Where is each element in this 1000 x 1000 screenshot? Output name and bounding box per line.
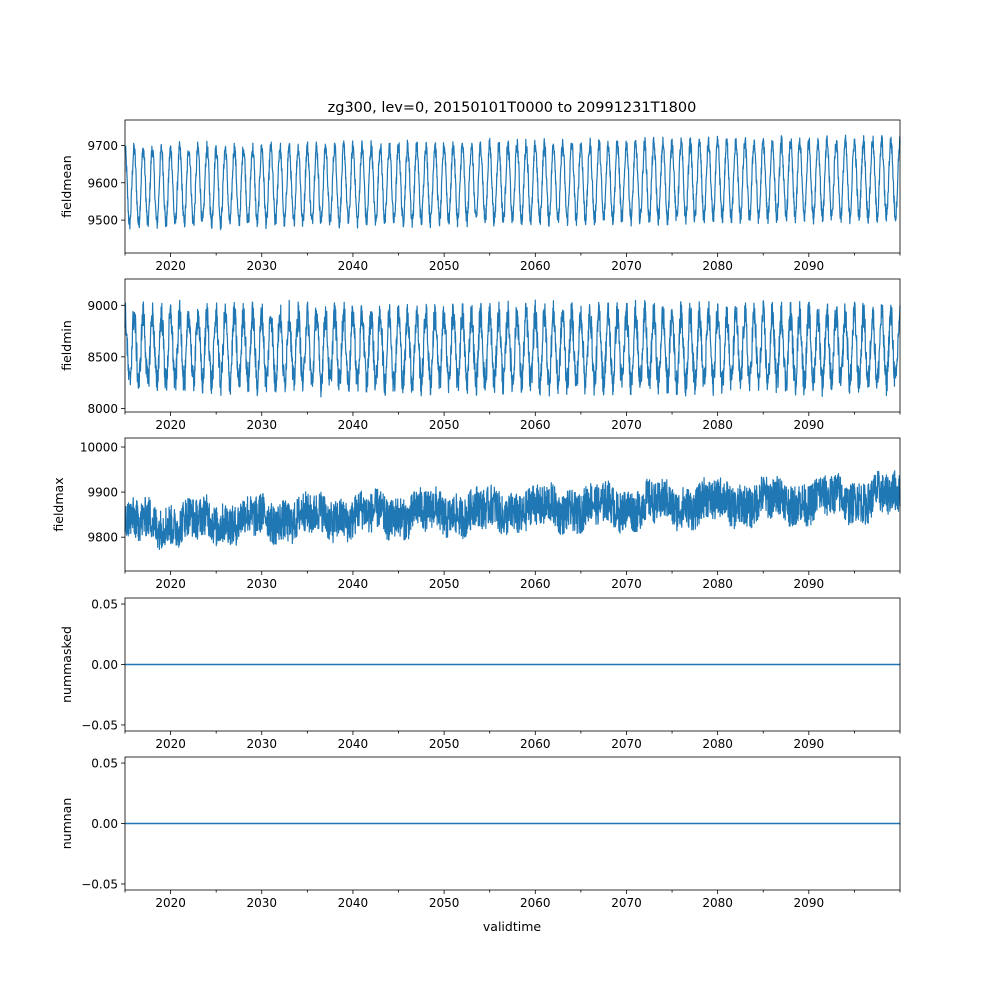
x-tick-label: 2040 <box>338 418 369 432</box>
x-tick-label: 2050 <box>429 418 460 432</box>
x-tick-label: 2080 <box>702 577 733 591</box>
axes-frame <box>124 437 901 572</box>
x-tick-label: 2020 <box>155 737 186 751</box>
panel-nummasked: nummasked −0.05 0.00 0.05 2020 2030 2040 2050 20… <box>59 598 901 751</box>
x-tick-label: 2020 <box>155 259 186 273</box>
y-tick-label: 9700 <box>87 139 118 153</box>
x-tick-label: 2070 <box>611 259 642 273</box>
x-tick-label: 2060 <box>520 259 551 273</box>
x-tick-label: 2040 <box>338 259 369 273</box>
x-tick-label: 2050 <box>429 259 460 273</box>
x-tick-label: 2090 <box>794 259 825 273</box>
panel-fieldmax: fieldmax 9800 9900 10000 2020 2030 2040 2050 206… <box>51 437 901 591</box>
panel-numnan: numnan −0.05 0.00 0.05 2020 2030 2040 2050 2060 2… <box>59 757 901 910</box>
y-tick-label: 8500 <box>87 350 118 364</box>
x-tick-label: 2090 <box>794 896 825 910</box>
x-tick-label: 2030 <box>246 259 277 273</box>
x-tick-label: 2080 <box>702 896 733 910</box>
x-tick-label: 2090 <box>794 577 825 591</box>
y-axis-label: fieldmax <box>51 477 66 531</box>
y-tick-label: 9600 <box>87 176 118 190</box>
chart-title: zg300, lev=0, 20150101T0000 to 20991231T… <box>328 100 697 116</box>
x-tick-label: 2040 <box>338 896 369 910</box>
x-tick-label: 2030 <box>246 418 277 432</box>
x-tick-label: 2060 <box>520 896 551 910</box>
x-tick-label: 2020 <box>155 896 186 910</box>
x-tick-label: 2050 <box>429 577 460 591</box>
series-line-fieldmax <box>124 470 901 550</box>
x-tick-label: 2060 <box>520 577 551 591</box>
x-tick-label: 2030 <box>246 896 277 910</box>
panel-fieldmin: fieldmin 8000 8500 9000 2020 2030 2040 2050 2060… <box>59 278 901 432</box>
series-line-fieldmean <box>124 134 901 231</box>
y-tick-label: 9500 <box>87 214 118 228</box>
y-axis-label: nummasked <box>59 626 74 703</box>
y-tick-label: 0.05 <box>91 757 118 771</box>
x-tick-label: 2070 <box>611 896 642 910</box>
x-tick-label: 2050 <box>429 737 460 751</box>
x-tick-label: 2030 <box>246 577 277 591</box>
y-tick-label: 9000 <box>87 299 118 313</box>
x-tick-label: 2020 <box>155 577 186 591</box>
x-tick-label: 2090 <box>794 418 825 432</box>
y-tick-label: 8000 <box>87 402 118 416</box>
x-tick-label: 2070 <box>611 737 642 751</box>
x-tick-label: 2070 <box>611 577 642 591</box>
x-tick-label: 2080 <box>702 737 733 751</box>
y-tick-label: 0.00 <box>91 817 118 831</box>
axes-frame <box>124 278 901 413</box>
x-tick-label: 2040 <box>338 577 369 591</box>
x-tick-label: 2060 <box>520 418 551 432</box>
axes-frame <box>124 119 901 254</box>
x-tick-label: 2040 <box>338 737 369 751</box>
y-tick-label: 9900 <box>87 486 118 500</box>
y-axis-label: fieldmin <box>59 320 74 371</box>
x-tick-label: 2050 <box>429 896 460 910</box>
x-tick-label: 2020 <box>155 418 186 432</box>
y-tick-label: 9800 <box>87 531 118 545</box>
x-tick-label: 2080 <box>702 418 733 432</box>
series-line-fieldmin <box>124 299 901 398</box>
panel-fieldmean: fieldmean 9500 9600 9700 2020 2030 2040 2050 206… <box>59 119 901 273</box>
y-tick-label: −0.05 <box>81 718 118 732</box>
x-tick-label: 2070 <box>611 418 642 432</box>
y-tick-label: −0.05 <box>81 877 118 891</box>
x-tick-label: 2060 <box>520 737 551 751</box>
y-axis-label: fieldmean <box>59 155 74 217</box>
y-tick-label: 10000 <box>80 441 118 455</box>
y-tick-label: 0.05 <box>91 598 118 612</box>
x-tick-label: 2090 <box>794 737 825 751</box>
x-axis-label: validtime <box>483 919 541 934</box>
y-tick-label: 0.00 <box>91 658 118 672</box>
x-tick-label: 2030 <box>246 737 277 751</box>
panels: fieldmean 9500 9600 9700 2020 2030 2040 2050 206… <box>51 119 901 910</box>
x-tick-label: 2080 <box>702 259 733 273</box>
y-axis-label: numnan <box>59 798 74 850</box>
